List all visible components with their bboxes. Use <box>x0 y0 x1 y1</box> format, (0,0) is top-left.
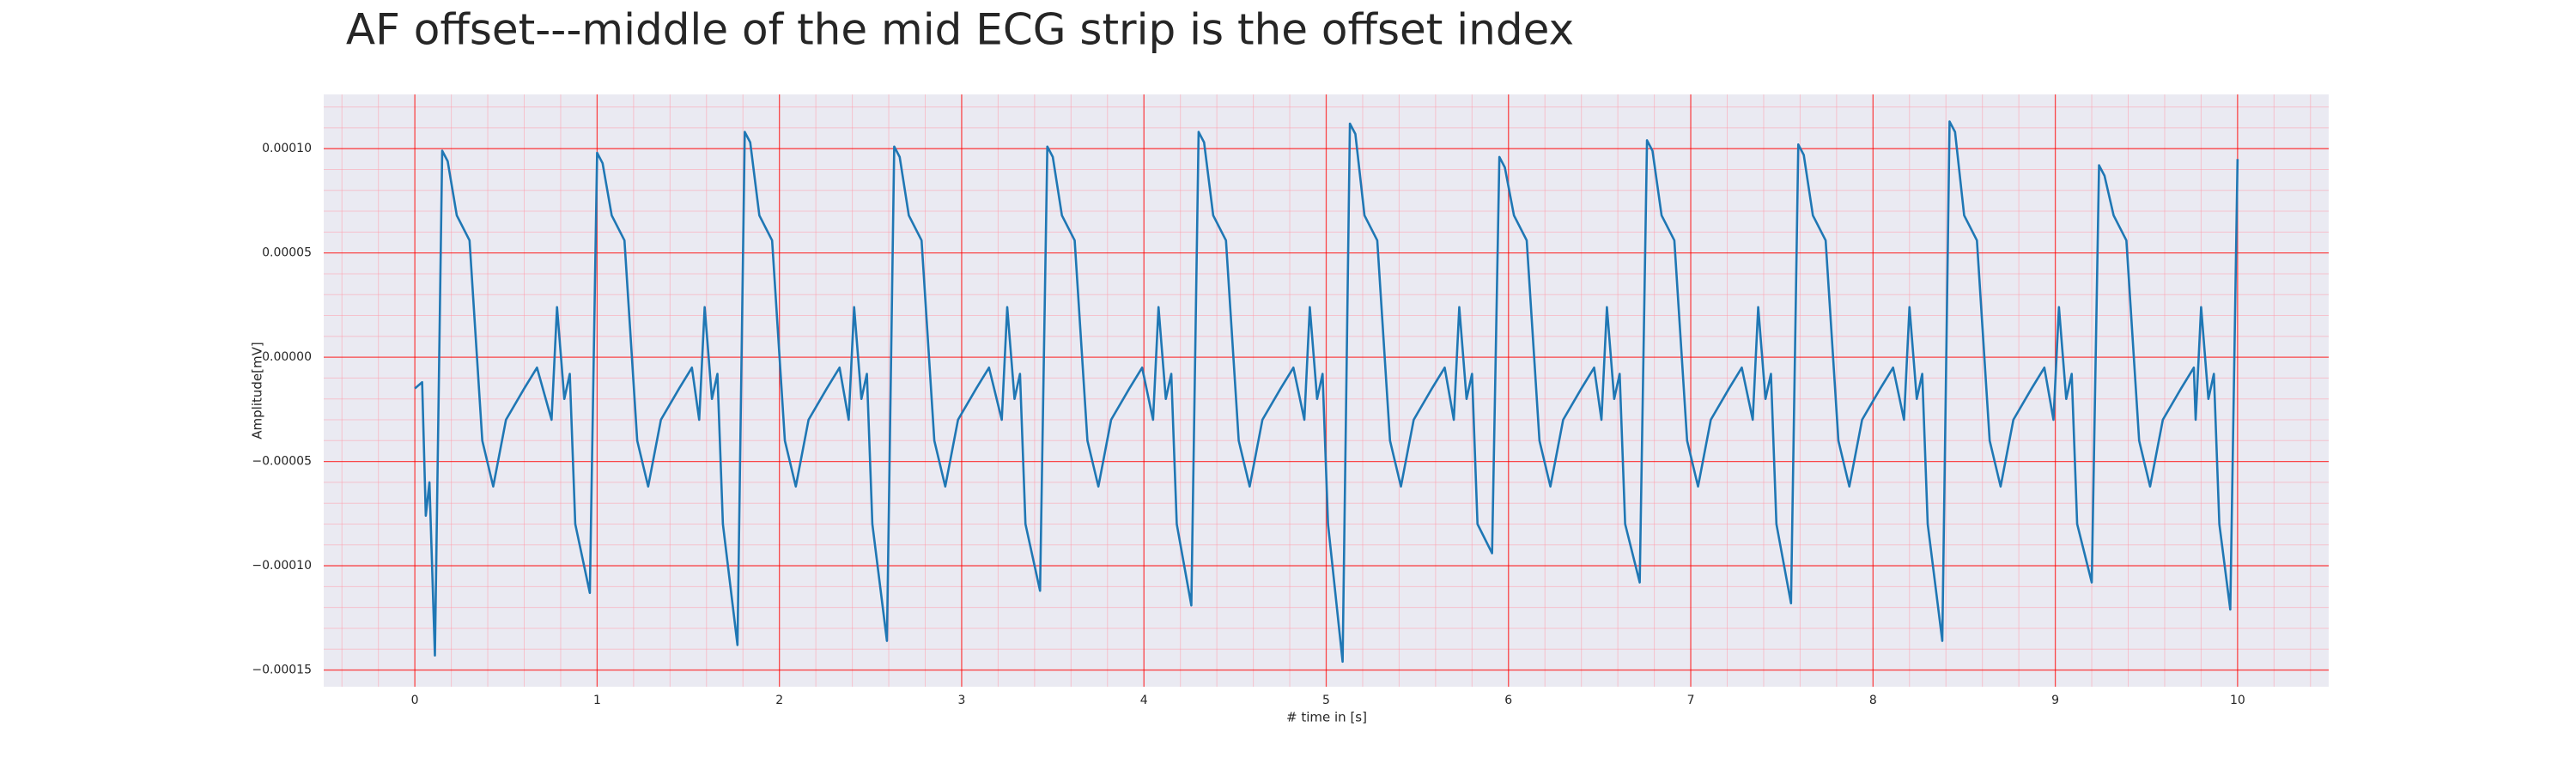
x-tick-label: 3 <box>957 694 965 707</box>
x-tick-label: 4 <box>1140 694 1148 707</box>
x-tick-label: 0 <box>411 694 419 707</box>
x-tick-label: 8 <box>1869 694 1877 707</box>
chart-title: AF offset---middle of the mid ECG strip … <box>346 5 1574 55</box>
x-tick-label: 2 <box>775 694 783 707</box>
x-tick-label: 6 <box>1504 694 1512 707</box>
x-tick-label: 1 <box>593 694 601 707</box>
y-axis-label: Amplitude[mV] <box>250 342 265 439</box>
y-tick-label: −0.00010 <box>252 559 312 573</box>
x-tick-label: 10 <box>2230 694 2245 707</box>
ecg-line <box>414 120 2239 664</box>
x-tick-label: 5 <box>1322 694 1330 707</box>
y-tick-label: 0.00005 <box>262 246 312 260</box>
y-tick-label: −0.00015 <box>252 664 312 677</box>
y-tick-label: 0.00000 <box>262 350 312 364</box>
y-tick-label: −0.00005 <box>252 455 312 469</box>
x-tick-label: 9 <box>2051 694 2059 707</box>
x-tick-label: 7 <box>1687 694 1695 707</box>
y-tick-label: 0.00010 <box>262 142 312 155</box>
x-axis-label: # time in [s] <box>1286 710 1367 725</box>
